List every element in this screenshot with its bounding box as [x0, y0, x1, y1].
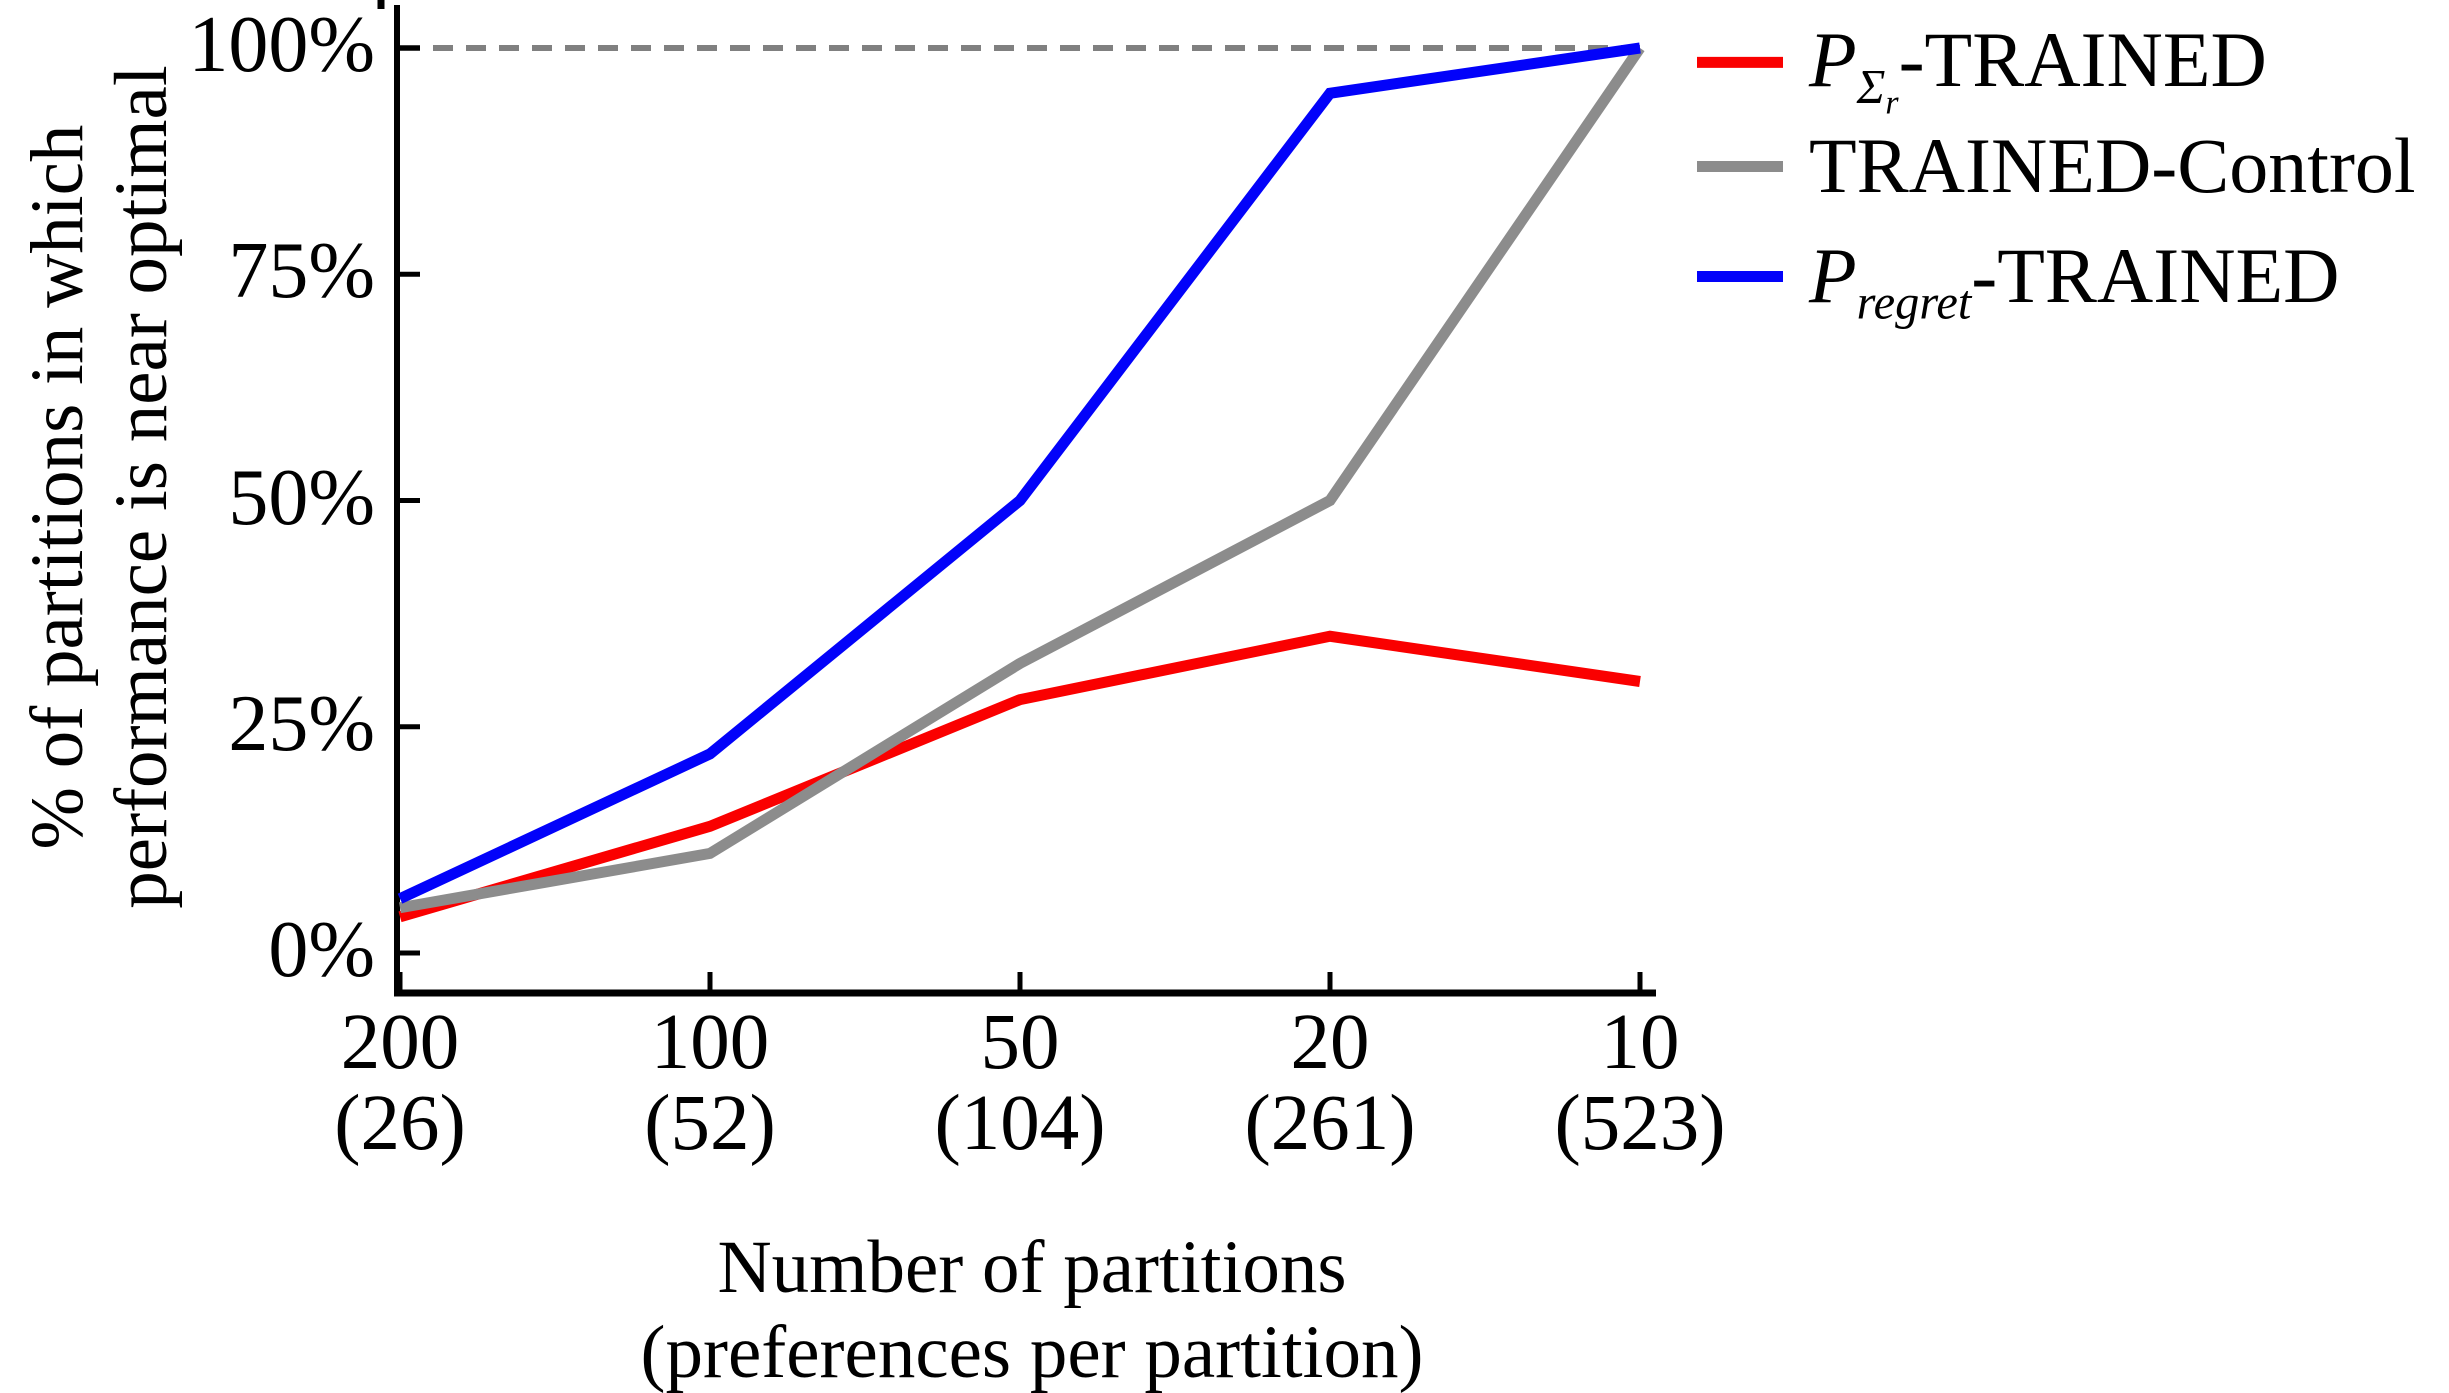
- y-axis-title: % of partitions in which performance is …: [16, 65, 184, 908]
- legend-math-p: P: [1809, 232, 1857, 319]
- x-tick-sub: (104): [934, 1080, 1106, 1167]
- legend-math-r: r: [1885, 84, 1899, 122]
- x-tick-sub: (26): [334, 1080, 466, 1167]
- legend-swatch-blue-line: [1697, 270, 1783, 282]
- series-line-TRAINED-Control: [399, 44, 1645, 914]
- x-tick-label-50: 50 (104): [934, 1002, 1105, 1164]
- x-tick-label-10: 10 (523): [1554, 1002, 1725, 1164]
- x-tick-main: 200: [340, 999, 460, 1086]
- x-tick-main: 100: [650, 999, 770, 1086]
- x-tick-label-200: 200 (26): [334, 1002, 466, 1164]
- legend-label: PΣr-TRAINED: [1809, 20, 2267, 119]
- legend-math-p: P: [1809, 15, 1857, 103]
- x-axis-title: Number of partitions (preferences per pa…: [641, 1225, 1424, 1393]
- legend-label: TRAINED-Control: [1809, 122, 2416, 209]
- x-tick-label-100: 100 (52): [644, 1002, 776, 1164]
- legend-label: Pregret-TRAINED: [1809, 237, 2340, 328]
- x-tick-sub: (52): [644, 1080, 776, 1167]
- y-tick-label-0: 0%: [268, 905, 375, 994]
- y-axis-title-line1: % of partitions in which: [16, 124, 99, 850]
- legend-item-trained-control: TRAINED-Control: [1697, 127, 2416, 205]
- legend-swatch-red-line: [1697, 56, 1783, 68]
- y-tick-label-75: 75%: [228, 226, 375, 315]
- x-tick-main: 50: [980, 999, 1060, 1086]
- x-tick-sub: (523): [1554, 1080, 1726, 1167]
- y-tick-label-50: 50%: [228, 453, 375, 542]
- legend-math-sigma: Σ: [1856, 60, 1886, 114]
- legend-label-suffix: -TRAINED: [1971, 232, 2340, 319]
- legend-item-psigma-trained: PΣr-TRAINED: [1697, 20, 2267, 120]
- series-line-P_{regret}-TRAINED: [397, 42, 1641, 904]
- y-tick-label-100: 100%: [188, 0, 375, 89]
- y-axis-title-line2: performance is near optimal: [100, 65, 183, 909]
- series-line-P_{Sigma_r}-TRAINED: [398, 630, 1641, 923]
- y-tick-label-25: 25%: [228, 679, 375, 768]
- x-tick-main: 10: [1600, 999, 1680, 1086]
- legend-item-pregret-trained: Pregret-TRAINED: [1697, 237, 2340, 328]
- x-axis-title-line2: (preferences per partition): [640, 1311, 1424, 1393]
- x-tick-sub: (261): [1244, 1080, 1416, 1167]
- legend-label-suffix: -TRAINED: [1898, 15, 2267, 103]
- legend-math-regret: regret: [1856, 276, 1972, 330]
- legend-swatch-gray-line: [1697, 160, 1783, 172]
- x-tick-label-20: 20 (261): [1244, 1002, 1415, 1164]
- x-axis-title-line1: Number of partitions: [717, 1226, 1347, 1309]
- x-tick-main: 20: [1290, 999, 1370, 1086]
